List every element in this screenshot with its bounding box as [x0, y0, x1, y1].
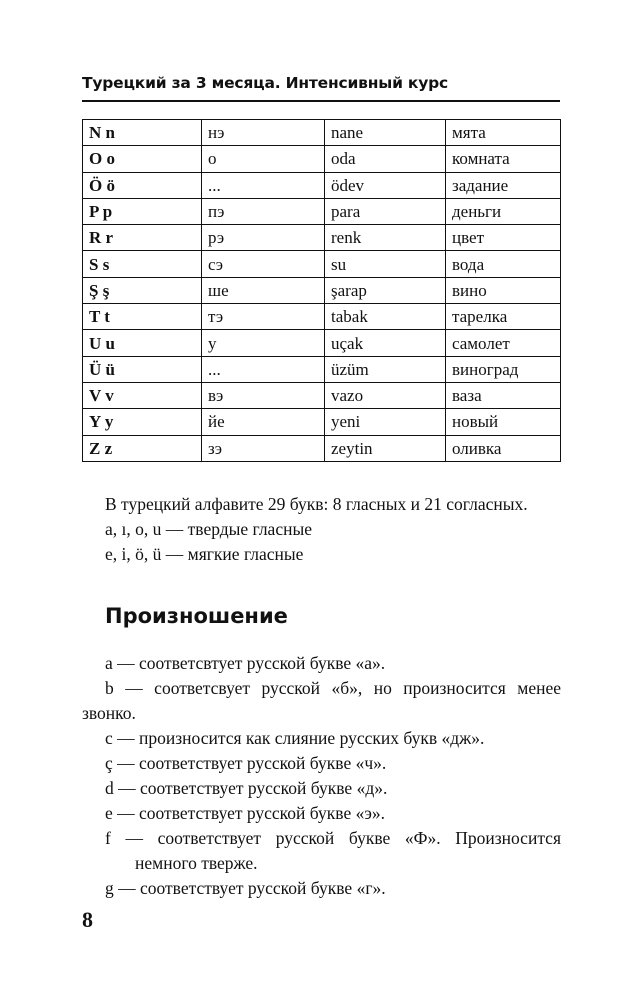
- pronunciation-cell: o: [201, 145, 325, 173]
- pron-d: d — соответствует русской букве «д».: [105, 778, 388, 798]
- pronunciation-cell: ...: [201, 355, 325, 383]
- translation-cell: виноград: [445, 355, 561, 383]
- translation-cell: задание: [445, 171, 561, 199]
- pronunciation-cell: вэ: [201, 381, 325, 410]
- translation-cell: самолет: [445, 329, 561, 357]
- pron-a: a — соответсвтует русской букве «а».: [105, 653, 386, 673]
- pronunciation-cell: пэ: [201, 197, 325, 226]
- translation-cell: ваза: [445, 381, 561, 410]
- pron-b-cont: звонко.: [82, 703, 136, 723]
- letter-cell: V v: [82, 381, 202, 410]
- pronunciation-cell: нэ: [201, 118, 325, 147]
- example-word-cell: uçak: [324, 329, 446, 357]
- translation-cell: цвет: [445, 224, 561, 252]
- letter-cell: Ö ö: [82, 171, 202, 199]
- letter-cell: N n: [82, 118, 202, 147]
- table-row: P p пэ para деньги: [82, 197, 561, 226]
- table-row: Y y йе yeni новый: [82, 408, 561, 436]
- example-word-cell: şarap: [324, 276, 446, 305]
- translation-cell: новый: [445, 408, 561, 436]
- translation-cell: мята: [445, 118, 561, 147]
- letter-cell: P p: [82, 197, 202, 226]
- example-word-cell: para: [324, 197, 446, 226]
- translation-cell: комната: [445, 145, 561, 173]
- letter-cell: Y y: [82, 408, 202, 436]
- translation-cell: вода: [445, 250, 561, 278]
- example-word-cell: üzüm: [324, 355, 446, 383]
- pronunciation-cell: йе: [201, 408, 325, 436]
- letter-cell: Ş ş: [82, 276, 202, 305]
- pronunciation-cell: у: [201, 329, 325, 357]
- example-word-cell: yeni: [324, 408, 446, 436]
- letter-cell: U u: [82, 329, 202, 357]
- table-row: O o o oda комната: [82, 145, 561, 173]
- table-row: T t тэ tabak тарелка: [82, 303, 561, 331]
- translation-cell: вино: [445, 276, 561, 305]
- running-header: Турецкий за 3 месяца. Интенсивный курс: [82, 74, 449, 92]
- table-row: N n нэ nane мята: [82, 118, 561, 147]
- table-row: Z z зэ zeytin оливка: [82, 434, 561, 462]
- pron-b: b — соответсвует русской «б», но произно…: [105, 678, 561, 698]
- table-row: Ö ö... ödev задание: [82, 171, 561, 199]
- example-word-cell: zeytin: [324, 434, 446, 462]
- example-word-cell: vazo: [324, 381, 446, 410]
- intro-line: В турецкий алфавите 29 букв: 8 гласных и…: [105, 494, 528, 514]
- example-word-cell: su: [324, 250, 446, 278]
- table-row: R r рэ renk цвет: [82, 224, 561, 252]
- table-row: V v вэ vazo ваза: [82, 381, 561, 410]
- pron-e: e — соответствует русской букве «э».: [105, 803, 385, 823]
- pronunciation-cell: ше: [201, 276, 325, 305]
- example-word-cell: tabak: [324, 303, 446, 331]
- page-number: 8: [82, 907, 93, 932]
- pron-f: f — соответствует русской букве «Ф». Про…: [105, 828, 561, 848]
- example-word-cell: renk: [324, 224, 446, 252]
- translation-cell: оливка: [445, 434, 561, 462]
- intro-line: a, ı, o, u — твердые гласные: [105, 519, 312, 539]
- header-rule: [82, 100, 560, 102]
- table-row: Ü ü... üzüm виноград: [82, 355, 561, 383]
- letter-cell: Ü ü: [82, 355, 202, 383]
- intro-line: e, i, ö, ü — мягкие гласные: [105, 544, 304, 564]
- letter-cell: T t: [82, 303, 202, 331]
- pron-g: g — соответствует русской букве «г».: [105, 878, 386, 898]
- pronunciation-cell: сэ: [201, 250, 325, 278]
- translation-cell: тарелка: [445, 303, 561, 331]
- letter-cell: Z z: [82, 434, 202, 462]
- example-word-cell: ödev: [324, 171, 446, 199]
- letter-cell: O o: [82, 145, 202, 173]
- table-row: Ş ş ше şarap вино: [82, 276, 561, 305]
- pronunciation-cell: тэ: [201, 303, 325, 331]
- pronunciation-cell: ...: [201, 171, 325, 199]
- translation-cell: деньги: [445, 197, 561, 226]
- section-heading: Произношение: [105, 604, 288, 628]
- pronunciation-cell: рэ: [201, 224, 325, 252]
- example-word-cell: nane: [324, 118, 446, 147]
- pron-c: c — произносится как слияние русских бук…: [105, 728, 485, 748]
- table-row: U u у uçak самолет: [82, 329, 561, 357]
- table-row: S s сэ su вода: [82, 250, 561, 278]
- letter-cell: R r: [82, 224, 202, 252]
- pron-c-cedilla: ç — соответствует русской букве «ч».: [105, 753, 387, 773]
- alphabet-table: N n нэ nane мята O o o oda комната Ö ö... ödev зад…: [82, 118, 561, 462]
- example-word-cell: oda: [324, 145, 446, 173]
- letter-cell: S s: [82, 250, 202, 278]
- pron-f-cont: немного тверже.: [135, 853, 258, 873]
- pronunciation-cell: зэ: [201, 434, 325, 462]
